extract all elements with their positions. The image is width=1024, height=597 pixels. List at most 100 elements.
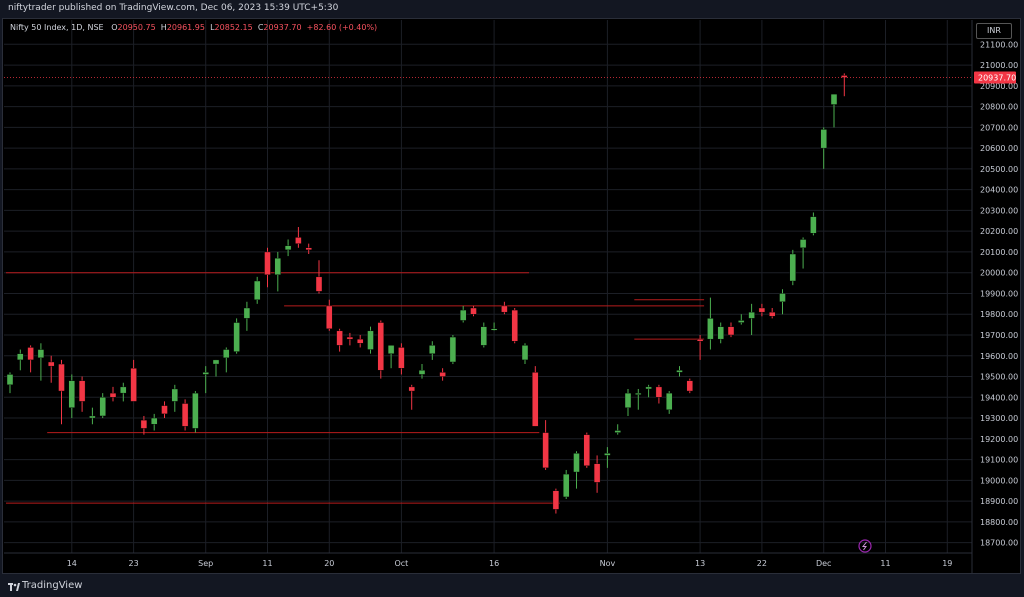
- candle-body: [192, 392, 199, 429]
- high-label: H: [160, 23, 167, 32]
- close-value: 20937.70: [263, 23, 302, 32]
- x-tick-label: 19: [942, 559, 952, 568]
- candle-body: [676, 370, 683, 373]
- y-tick-label: 19700.00: [980, 331, 1018, 340]
- x-tick-label: 11: [880, 559, 890, 568]
- candle-body: [181, 403, 189, 427]
- candle-body: [233, 322, 240, 352]
- y-tick-label: 19200.00: [980, 435, 1018, 444]
- candle-body: [346, 336, 354, 340]
- candle-body: [717, 326, 724, 340]
- candle-body: [480, 326, 487, 346]
- footer: TradingView: [0, 577, 1024, 597]
- currency-button[interactable]: INR: [976, 23, 1012, 39]
- candle-body: [336, 330, 343, 346]
- x-tick-label: 23: [129, 559, 139, 568]
- candle-body: [99, 397, 106, 417]
- candle-body: [429, 345, 436, 354]
- candle-body: [305, 247, 312, 251]
- y-tick-label: 20900.00: [980, 82, 1018, 91]
- candle-body: [357, 338, 364, 344]
- candle-body: [624, 392, 632, 408]
- candle-body: [707, 318, 714, 340]
- candle-body: [89, 415, 96, 419]
- events-lightning-icon: [858, 539, 872, 553]
- x-tick-label: 20: [324, 559, 334, 568]
- close-label: C: [257, 23, 264, 32]
- last-price-label: 20937.70: [978, 74, 1016, 83]
- candle-body: [326, 305, 333, 329]
- candle-body: [120, 386, 127, 394]
- tradingview-logo-icon: [8, 583, 20, 591]
- x-tick-label: Dec: [816, 559, 831, 568]
- y-tick-label: 20200.00: [980, 227, 1018, 236]
- candle-body: [253, 280, 261, 300]
- candle-body: [202, 372, 209, 375]
- candle-body: [563, 473, 570, 498]
- candle-body: [635, 392, 642, 395]
- lightning-bolt-icon: [861, 541, 867, 551]
- candle-body: [614, 430, 621, 433]
- candle-body: [150, 417, 158, 425]
- candle-body: [583, 434, 590, 466]
- candle-body: [593, 463, 601, 483]
- candle-body: [810, 216, 817, 234]
- published-header: niftytrader published on TradingView.com…: [0, 0, 1024, 17]
- candle-body: [460, 309, 467, 321]
- open-value: 20950.75: [117, 23, 156, 32]
- candle-body: [68, 380, 76, 408]
- y-tick-label: 19100.00: [980, 456, 1018, 465]
- x-tick-label: 22: [757, 559, 767, 568]
- published-text: niftytrader published on TradingView.com…: [8, 3, 339, 13]
- y-tick-label: 20300.00: [980, 206, 1018, 215]
- x-tick-label: 11: [262, 559, 272, 568]
- candle-body: [769, 311, 776, 317]
- tradingview-brand: TradingView: [22, 580, 83, 591]
- candle-body: [27, 347, 34, 361]
- candle-body: [58, 363, 65, 392]
- y-tick-label: 18900.00: [980, 497, 1018, 506]
- x-tick-label: Sep: [198, 559, 213, 568]
- candle-body: [799, 239, 807, 248]
- candle-body: [820, 129, 827, 149]
- candle-body: [449, 336, 457, 363]
- symbol-name: Nifty 50 Index, 1D, NSE: [10, 23, 104, 32]
- ohlc-legend: Nifty 50 Index, 1D, NSE O20950.75 H20961…: [10, 23, 377, 32]
- candle-body: [501, 305, 508, 313]
- y-tick-label: 19800.00: [980, 310, 1018, 319]
- candle-body: [284, 245, 292, 251]
- candle-body: [408, 386, 415, 392]
- y-tick-label: 20000.00: [980, 269, 1018, 278]
- y-tick-label: 19600.00: [980, 352, 1018, 361]
- candle-body: [604, 453, 611, 456]
- candle-body: [573, 453, 580, 473]
- last-price-badge: [974, 71, 1016, 84]
- candle-body: [666, 392, 673, 410]
- candle-body: [264, 251, 271, 275]
- candle-body: [645, 386, 652, 390]
- chart-frame[interactable]: [2, 18, 1021, 574]
- y-tick-label: 21100.00: [980, 40, 1018, 49]
- candle-body: [161, 405, 168, 415]
- candle-body: [696, 338, 704, 342]
- y-tick-label: 20600.00: [980, 144, 1018, 153]
- candle-body: [17, 353, 24, 361]
- candle-body: [748, 311, 755, 319]
- low-value: 20852.15: [214, 23, 253, 32]
- candle-body: [377, 322, 384, 371]
- candle-body: [171, 388, 179, 402]
- candle-body: [274, 257, 281, 275]
- high-value: 20961.95: [166, 23, 205, 32]
- candle-body: [223, 349, 230, 359]
- candle-body: [387, 345, 395, 354]
- candle-body: [439, 372, 446, 377]
- x-tick-label: 16: [489, 559, 499, 568]
- candle-body: [830, 93, 838, 105]
- candle-body: [418, 370, 426, 375]
- candle-body: [758, 307, 766, 313]
- candle-body: [48, 361, 55, 367]
- candle-body: [243, 307, 251, 319]
- candle-body: [367, 330, 374, 350]
- candle-body: [78, 380, 86, 402]
